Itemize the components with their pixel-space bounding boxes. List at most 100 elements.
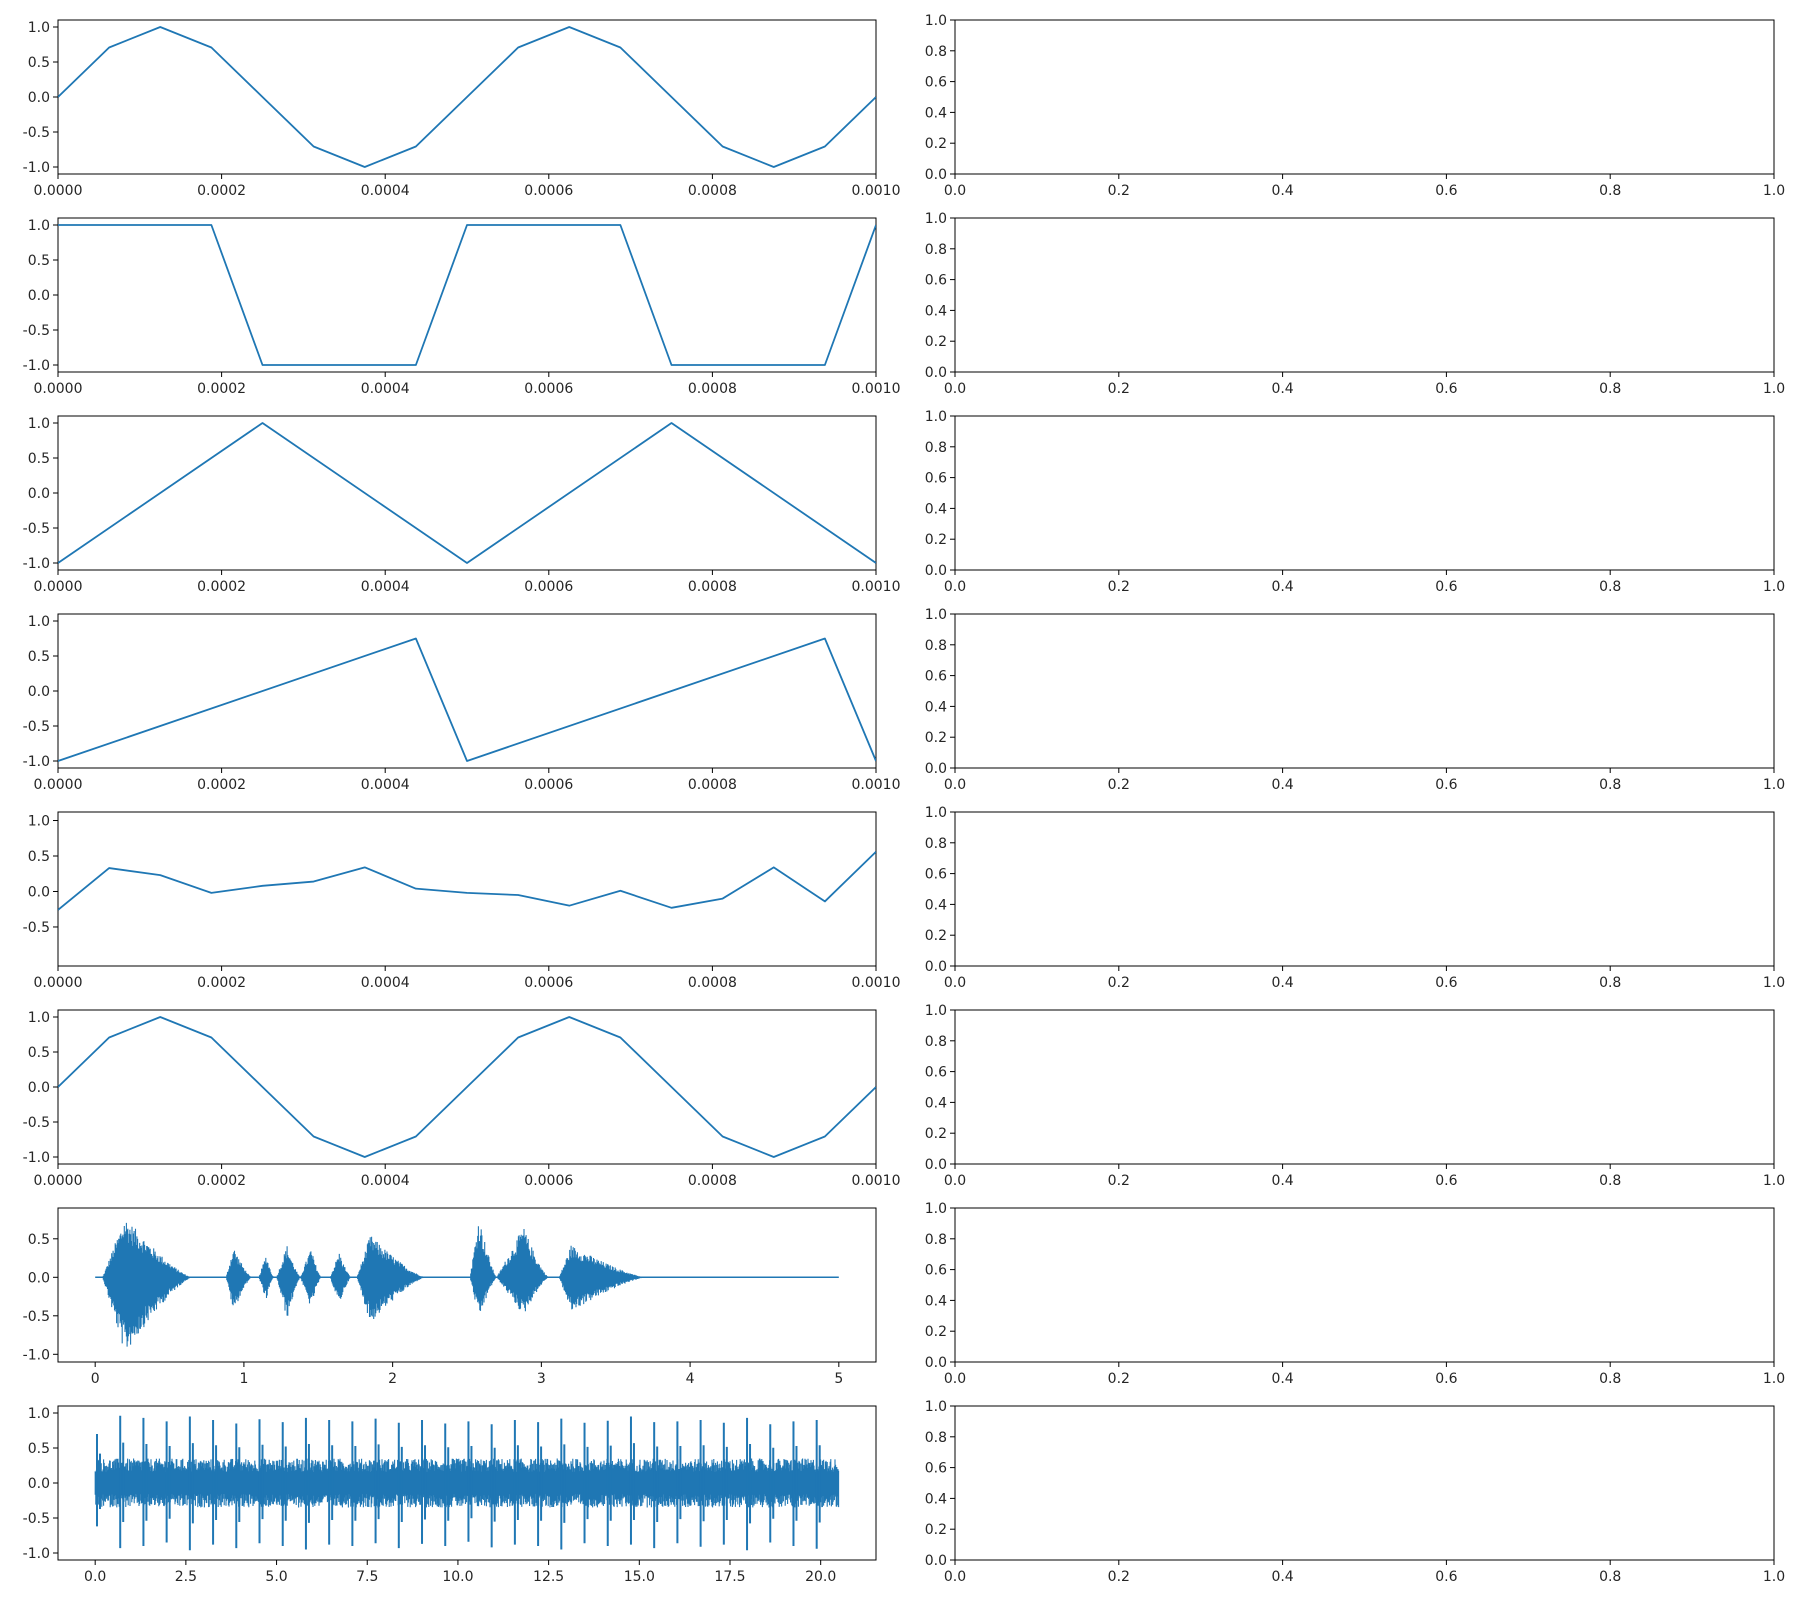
axes-frame xyxy=(57,1207,877,1363)
y-tick-label: 0.6 xyxy=(925,867,947,883)
y-tick-label: -0.5 xyxy=(23,323,50,339)
y-tick-label: -0.5 xyxy=(23,521,50,537)
x-tick-label: 2 xyxy=(388,1371,397,1387)
x-tick-label: 0.0008 xyxy=(688,183,737,199)
x-tick-label: 0.0000 xyxy=(34,183,83,199)
y-tick-label: 1.0 xyxy=(925,13,947,29)
y-tick-label: 0.2 xyxy=(925,136,947,152)
y-tick-label: 0.5 xyxy=(28,55,50,71)
y-tick-label: 1.0 xyxy=(925,805,947,821)
waveform-burst xyxy=(102,1222,193,1347)
waveform-burst xyxy=(496,1229,550,1312)
series-line xyxy=(58,637,876,762)
y-tick-label: 0.8 xyxy=(925,242,947,258)
x-tick-label: 0.0010 xyxy=(852,975,901,991)
waveform-burst xyxy=(330,1253,352,1299)
x-tick-label: 0.0 xyxy=(944,1173,966,1189)
y-tick-label: 0.0 xyxy=(925,167,947,183)
y-tick-label: -0.5 xyxy=(23,1115,50,1131)
axes-frame xyxy=(954,1207,1775,1363)
x-tick-label: 0.0004 xyxy=(361,777,410,793)
y-tick-label: 0.5 xyxy=(28,1045,50,1061)
x-tick-label: 0.0002 xyxy=(197,381,246,397)
y-tick-label: 0.4 xyxy=(925,1293,947,1309)
y-tick-label: 0.8 xyxy=(925,638,947,654)
x-tick-label: 1 xyxy=(239,1371,248,1387)
x-tick-label: 1.0 xyxy=(1763,1569,1785,1585)
y-tick-label: 1.0 xyxy=(925,1399,947,1415)
y-tick-label: -1.0 xyxy=(23,754,50,770)
x-tick-label: 0.4 xyxy=(1271,975,1293,991)
axes-frame xyxy=(954,217,1775,373)
y-tick-label: 1.0 xyxy=(925,211,947,227)
x-tick-label: 10.0 xyxy=(442,1569,473,1585)
x-tick-label: 1.0 xyxy=(1763,1371,1785,1387)
y-tick-label: 0.2 xyxy=(925,928,947,944)
x-tick-label: 0.0010 xyxy=(852,381,901,397)
x-tick-label: 0.0000 xyxy=(34,1173,83,1189)
y-tick-label: 0.6 xyxy=(925,75,947,91)
x-tick-label: 0.0 xyxy=(944,1371,966,1387)
y-tick-label: 1.0 xyxy=(28,1406,50,1422)
y-tick-label: -1.0 xyxy=(23,556,50,572)
y-tick-label: 0.6 xyxy=(925,1065,947,1081)
x-tick-label: 7.5 xyxy=(356,1569,378,1585)
x-tick-label: 0.6 xyxy=(1435,1569,1457,1585)
y-tick-label: 0.0 xyxy=(28,90,50,106)
y-tick-label: 1.0 xyxy=(925,1201,947,1217)
y-tick-label: 1.0 xyxy=(28,614,50,630)
x-tick-label: 0.4 xyxy=(1271,579,1293,595)
y-tick-label: 0.4 xyxy=(925,699,947,715)
y-tick-label: 0.4 xyxy=(925,105,947,121)
x-tick-label: 0.8 xyxy=(1599,579,1621,595)
y-tick-label: 0.8 xyxy=(925,44,947,60)
axes-left-2: 0.0000 0.0002 0.0004 0.0006 0.0008 0.0010 -1.0… xyxy=(23,217,901,397)
x-tick-label: 0.0000 xyxy=(34,381,83,397)
axes-frame xyxy=(954,1009,1775,1165)
axes-left-7: 0 1 2 3 4 5 -1.0 -0.5 0.0 0.5 xyxy=(23,1207,877,1387)
x-tick-label: 0.0004 xyxy=(361,1173,410,1189)
axes-left-5: 0.0000 0.0002 0.0004 0.0006 0.0008 0.0010 -0.5… xyxy=(23,811,901,991)
x-tick-label: 0.0004 xyxy=(361,579,410,595)
y-tick-label: 0.5 xyxy=(28,1441,50,1457)
x-tick-label: 0.2 xyxy=(1108,975,1130,991)
x-tick-label: 0.0 xyxy=(944,975,966,991)
y-tick-label: 0.5 xyxy=(28,649,50,665)
x-tick-label: 0.0002 xyxy=(197,1173,246,1189)
y-tick-label: 0.0 xyxy=(925,365,947,381)
y-tick-label: 0.0 xyxy=(28,1476,50,1492)
series-line xyxy=(58,851,876,911)
x-tick-label: 0.0004 xyxy=(361,975,410,991)
x-tick-label: 1.0 xyxy=(1763,777,1785,793)
y-tick-label: 1.0 xyxy=(925,1003,947,1019)
x-tick-label: 0.6 xyxy=(1435,183,1457,199)
y-tick-label: 1.0 xyxy=(925,409,947,425)
y-tick-label: 1.0 xyxy=(28,814,50,830)
y-tick-label: -1.0 xyxy=(23,1347,50,1363)
x-tick-label: 0.6 xyxy=(1435,1173,1457,1189)
x-tick-label: 0.0 xyxy=(84,1569,106,1585)
x-tick-label: 1.0 xyxy=(1763,975,1785,991)
axes-left-4: 0.0000 0.0002 0.0004 0.0006 0.0008 0.0010 -1.0… xyxy=(23,613,901,793)
x-tick-label: 0.6 xyxy=(1435,579,1457,595)
x-tick-label: 15.0 xyxy=(624,1569,655,1585)
waveform-burst xyxy=(300,1251,322,1304)
x-tick-label: 0.2 xyxy=(1108,777,1130,793)
y-tick-label: 0.0 xyxy=(925,1553,947,1569)
y-tick-label: 0.6 xyxy=(925,1461,947,1477)
axes-frame xyxy=(954,811,1775,967)
y-tick-label: 1.0 xyxy=(925,607,947,623)
series-line xyxy=(58,1016,876,1158)
y-tick-label: 0.0 xyxy=(28,486,50,502)
axes-left-1: 0.0000 0.0002 0.0004 0.0006 0.0008 0.0010 -1.0… xyxy=(23,19,901,199)
x-tick-label: 0.0008 xyxy=(688,381,737,397)
axes-right-1: 0.0 0.2 0.4 0.6 0.8 1.0 0.0 0.2 0.4 0.6 0.8 1.0 xyxy=(925,13,1785,199)
x-tick-label: 0.2 xyxy=(1108,1173,1130,1189)
x-tick-label: 1.0 xyxy=(1763,183,1785,199)
y-tick-label: 0.5 xyxy=(28,1232,50,1248)
x-tick-label: 0.0006 xyxy=(524,381,573,397)
x-tick-label: 0.0 xyxy=(944,381,966,397)
y-tick-label: 0.6 xyxy=(925,471,947,487)
axes-frame xyxy=(954,1405,1775,1561)
